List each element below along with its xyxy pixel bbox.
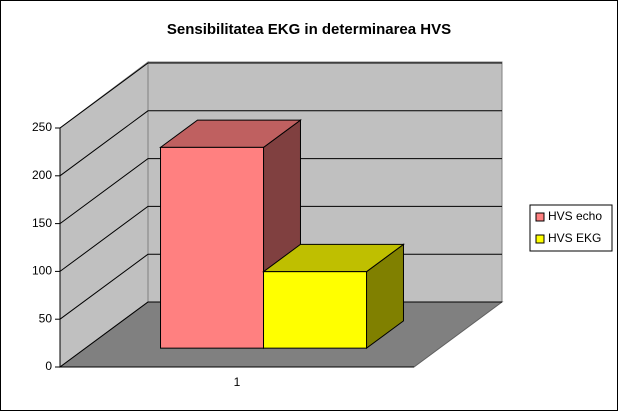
y-tick-label: 50 <box>39 311 53 325</box>
legend-swatch <box>535 234 545 244</box>
y-tick-label: 200 <box>32 168 52 182</box>
grid-line <box>59 110 502 177</box>
y-tick-label: 100 <box>32 264 52 278</box>
grid-line <box>59 158 502 225</box>
legend-label: HVS EKG <box>548 231 601 245</box>
legend-label: HVS echo <box>548 209 602 223</box>
legend-swatch <box>535 212 545 222</box>
grid-line <box>59 62 502 129</box>
y-tick-label: 150 <box>32 216 52 230</box>
chart-title: Sensibilitatea EKG in determinarea HVS <box>167 21 451 38</box>
grid-line <box>59 205 502 272</box>
y-tick-label: 250 <box>32 120 52 134</box>
bar <box>160 146 265 349</box>
bar <box>263 271 368 349</box>
y-tick-label: 0 <box>45 359 52 373</box>
x-tick-label: 1 <box>234 375 241 389</box>
